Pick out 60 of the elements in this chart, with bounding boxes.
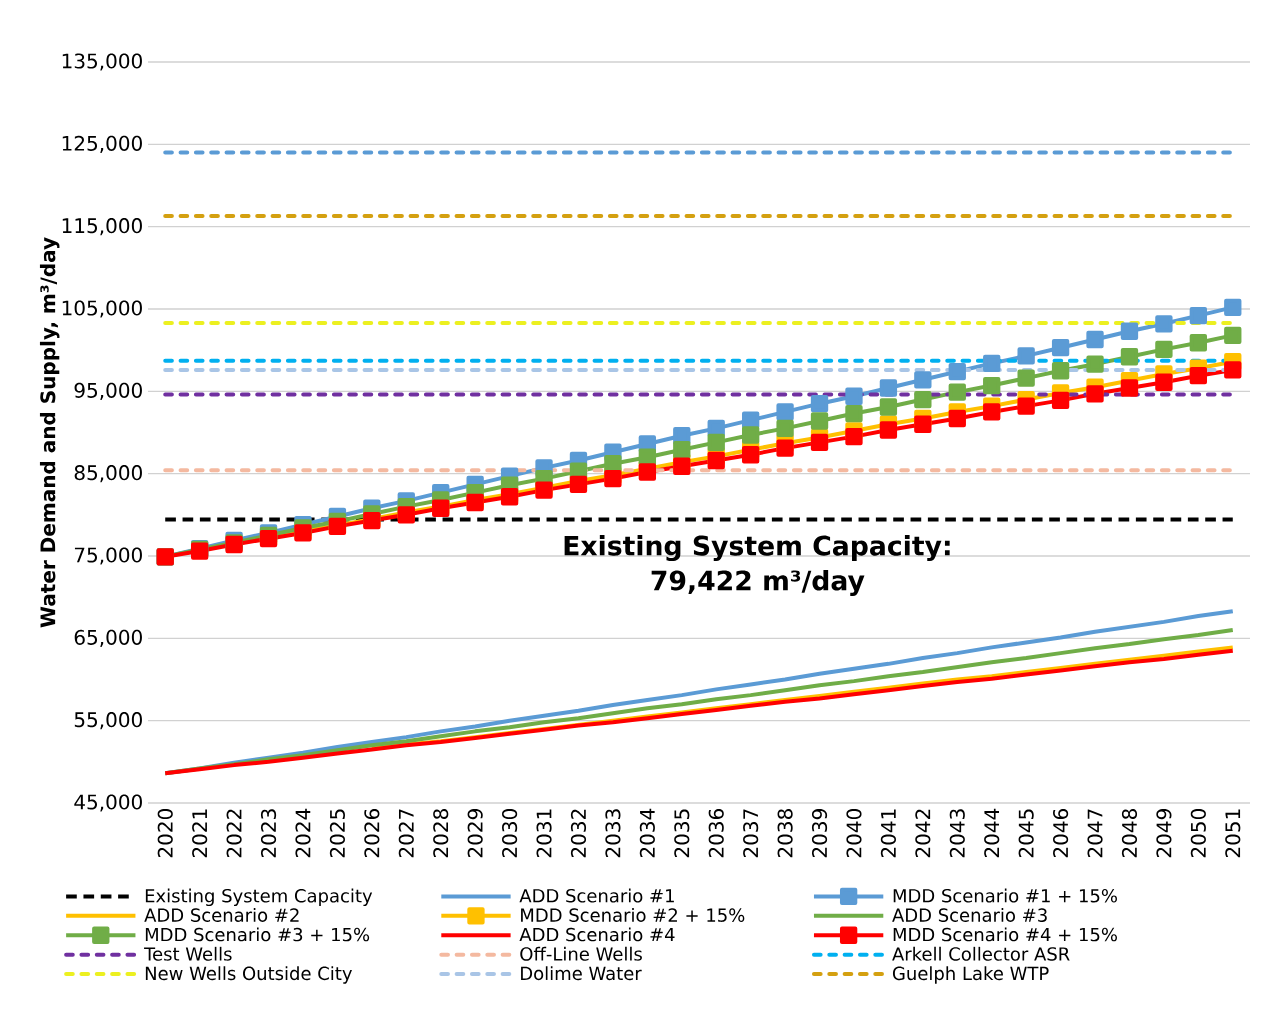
x-tick-label: 2027	[398, 809, 414, 858]
x-tick-label: 2038	[777, 809, 793, 858]
legend-label: Dolime Water	[521, 966, 642, 981]
y-tick-label: 115,000	[62, 218, 142, 236]
x-tick-label: 2042	[915, 809, 931, 858]
y-tick-label: 55,000	[74, 712, 142, 730]
x-tick-label: 2045	[1018, 809, 1034, 858]
legend-label: Existing System Capacity	[145, 888, 373, 907]
x-tick-label: 2031	[536, 809, 552, 858]
y-tick-label: 75,000	[74, 547, 142, 565]
x-tick-label: 2026	[364, 808, 380, 858]
x-tick-label: 2047	[1087, 809, 1103, 858]
x-tick-label: 2020	[157, 809, 173, 858]
legend-label: ADD Scenario #4	[519, 927, 675, 942]
y-axis-title: Water Demand and Supply, m³/day	[39, 237, 60, 628]
x-tick-label: 2024	[295, 808, 311, 858]
legend-label: ADD Scenario #2	[144, 908, 299, 922]
x-tick-label: 2034	[639, 808, 655, 858]
x-tick-label: 2041	[880, 809, 896, 858]
y-tick-label: 85,000	[74, 465, 142, 483]
x-tick-label: 2040	[846, 809, 862, 858]
x-tick-label: 2051	[1225, 809, 1241, 858]
legend-label: MDD Scenario #2 + 15%	[521, 908, 745, 922]
y-tick-label: 95,000	[74, 382, 142, 400]
x-tick-label: 2022	[226, 809, 242, 858]
x-tick-label: 2046	[1053, 808, 1069, 858]
legend-label: MDD Scenario #4 + 15%	[893, 927, 1117, 942]
x-tick-label: 2032	[570, 809, 587, 858]
x-tick-label: 2028	[433, 809, 449, 858]
legend-label: MDD Scenario #3 + 15%	[145, 927, 370, 942]
x-tick-label: 2049	[1156, 809, 1172, 858]
x-tick-label: 2050	[1190, 809, 1206, 858]
x-tick-label: 2043	[949, 809, 965, 858]
y-tick-label: 45,000	[74, 794, 142, 812]
legend-label: MDD Scenario #1 + 15%	[893, 888, 1117, 903]
x-tick-label: 2039	[811, 809, 828, 858]
annotation: Existing System Capacity:	[564, 535, 950, 562]
x-tick-label: 2023	[260, 809, 277, 858]
legend-label: ADD Scenario #3	[892, 908, 1047, 922]
legend-label: New Wells Outside City	[145, 966, 352, 984]
y-tick-label: 65,000	[74, 629, 142, 647]
legend-label: Off-Line Wells	[520, 946, 642, 961]
legend-label: Test Wells	[144, 946, 232, 961]
x-tick-label: 2036	[708, 808, 724, 858]
x-tick-label: 2044	[984, 808, 1000, 858]
x-tick-label: 2030	[502, 809, 518, 858]
x-tick-label: 2025	[329, 809, 345, 858]
annotation: 79,422 m³/day	[651, 569, 865, 596]
x-tick-label: 2037	[743, 809, 759, 858]
x-tick-label: 2035	[674, 809, 690, 858]
y-tick-label: 125,000	[62, 135, 142, 153]
x-tick-label: 2029	[467, 809, 483, 858]
legend-label: Arkell Collector ASR	[892, 946, 1070, 961]
x-tick-label: 2033	[605, 809, 621, 858]
y-tick-label: 135,000	[62, 53, 142, 71]
x-tick-label: 2048	[1121, 809, 1138, 858]
legend-label: ADD Scenario #1	[519, 888, 674, 903]
x-tick-label: 2021	[192, 809, 208, 858]
y-tick-label: 105,000	[62, 300, 142, 318]
legend-label: Guelph Lake WTP	[892, 966, 1049, 984]
